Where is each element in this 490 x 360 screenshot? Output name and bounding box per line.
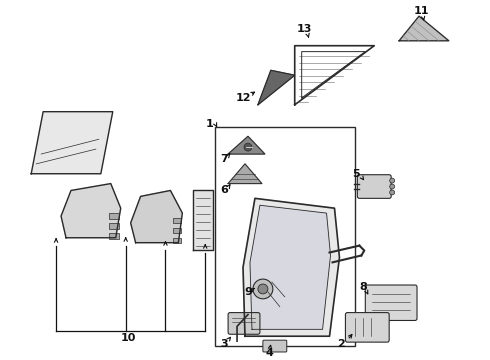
Polygon shape: [193, 190, 213, 249]
Bar: [109, 213, 119, 219]
Bar: [215, 127, 355, 346]
Circle shape: [253, 279, 273, 299]
Text: 5: 5: [352, 169, 360, 179]
Polygon shape: [228, 136, 265, 154]
Bar: [109, 223, 119, 229]
Circle shape: [390, 190, 394, 195]
Polygon shape: [61, 184, 121, 238]
Text: 1: 1: [205, 118, 213, 129]
FancyBboxPatch shape: [263, 340, 287, 352]
Circle shape: [258, 284, 268, 294]
Polygon shape: [228, 164, 262, 184]
Text: 13: 13: [297, 24, 312, 34]
Text: 9: 9: [244, 287, 252, 297]
FancyBboxPatch shape: [228, 312, 260, 334]
Text: 7: 7: [220, 154, 228, 164]
Text: 8: 8: [360, 282, 367, 292]
Text: 4: 4: [266, 348, 274, 358]
Polygon shape: [258, 70, 294, 105]
Circle shape: [390, 178, 394, 183]
FancyBboxPatch shape: [357, 175, 391, 198]
Text: 12: 12: [235, 93, 251, 103]
Circle shape: [390, 184, 394, 189]
Polygon shape: [131, 190, 182, 243]
Text: 11: 11: [413, 6, 429, 16]
FancyBboxPatch shape: [345, 312, 389, 342]
Polygon shape: [399, 16, 449, 41]
Circle shape: [244, 143, 252, 151]
Text: 6: 6: [220, 185, 228, 195]
Bar: [109, 233, 119, 239]
Bar: [173, 218, 181, 223]
Polygon shape: [31, 112, 113, 174]
Text: 10: 10: [121, 333, 136, 343]
Polygon shape: [250, 205, 331, 329]
Bar: [173, 228, 181, 233]
Bar: [173, 238, 181, 243]
Text: 3: 3: [220, 339, 228, 349]
Polygon shape: [243, 198, 340, 336]
Text: 2: 2: [338, 339, 345, 349]
FancyBboxPatch shape: [366, 285, 417, 320]
